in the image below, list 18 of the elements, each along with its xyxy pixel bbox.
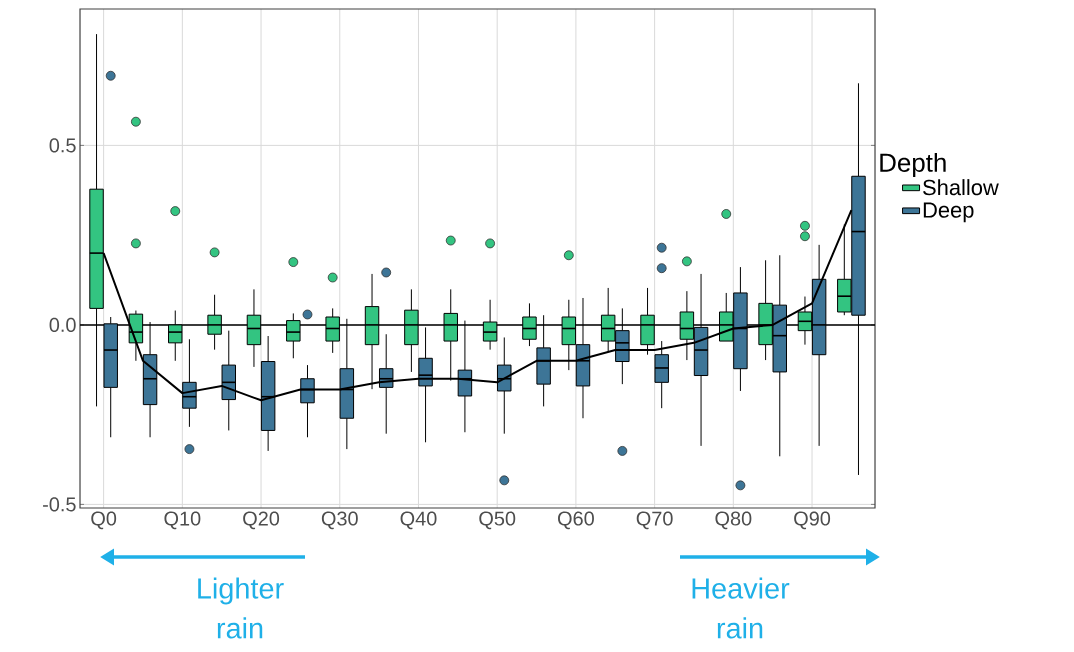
x-tick-label: Q0 [91,511,117,530]
y-tick-label: 0.5 [49,138,76,153]
legend-label: Shallow [923,179,999,196]
x-tick-label: Q30 [321,511,358,530]
x-tick-label: Q50 [479,511,516,530]
y-tick-label: -0.5 [43,497,76,512]
x-tick-label: Q90 [794,511,831,530]
legend-title: Depth [880,152,946,178]
x-tick-label: Q80 [715,511,752,530]
x-tick-label: Q40 [400,511,437,530]
y-tick-label: 0.0 [49,317,76,332]
x-tick-label: Q60 [558,511,594,530]
text: Lighter rain [198,577,284,639]
x-tick-label: Q10 [164,511,201,530]
x-tick-label: Q20 [243,511,280,530]
text: Heavier rain [692,577,790,639]
legend-label: Deep [923,202,974,223]
x-tick-label: Q70 [636,511,673,530]
